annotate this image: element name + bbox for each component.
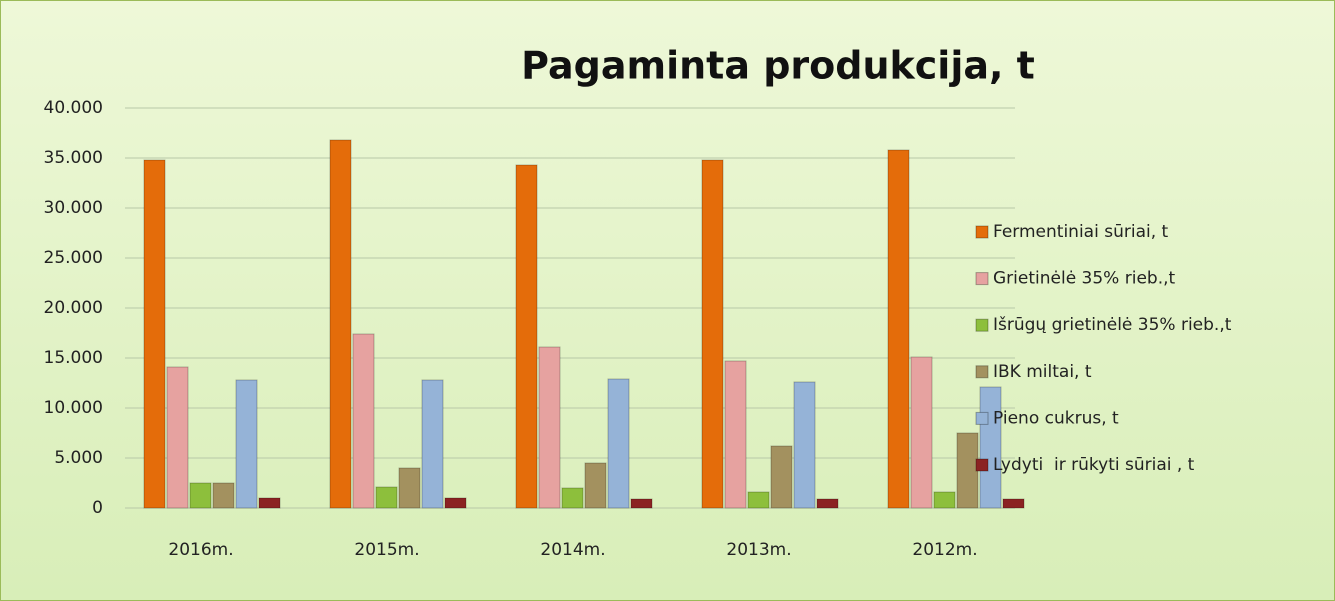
x-tick-label: 2012m.	[912, 540, 977, 560]
legend-label: Išrūgų grietinėlė 35% rieb.,t	[993, 315, 1232, 335]
legend-label: Lydyti ir rūkyti sūriai , t	[993, 455, 1195, 475]
bar	[329, 139, 352, 509]
bar	[816, 498, 839, 509]
bar	[770, 445, 793, 509]
bar	[189, 482, 212, 509]
legend-label: Grietinėlė 35% rieb.,t	[993, 269, 1176, 289]
y-tick-label: 40.000	[44, 98, 103, 118]
bar	[258, 497, 281, 509]
bar	[421, 379, 444, 509]
bar	[979, 386, 1002, 509]
legend-swatch	[975, 225, 989, 239]
y-tick-label: 30.000	[44, 198, 103, 218]
legend-swatch	[975, 458, 989, 472]
bar	[398, 467, 421, 509]
legend-swatch	[975, 411, 989, 425]
bar	[143, 159, 166, 509]
bar	[1002, 498, 1025, 509]
y-tick-label: 15.000	[44, 348, 103, 368]
legend-swatch	[975, 365, 989, 379]
y-tick-label: 0	[92, 498, 103, 518]
bar	[630, 498, 653, 509]
bar	[515, 164, 538, 509]
x-tick-label: 2013m.	[726, 540, 791, 560]
bar	[166, 366, 189, 509]
bar	[375, 486, 398, 509]
x-tick-label: 2015m.	[354, 540, 419, 560]
bar	[933, 491, 956, 509]
bar	[584, 462, 607, 509]
bar	[793, 381, 816, 509]
bar	[747, 491, 770, 509]
y-tick-label: 25.000	[44, 248, 103, 268]
bar	[607, 378, 630, 509]
legend-label: IBK miltai, t	[993, 362, 1092, 382]
x-tick-label: 2014m.	[540, 540, 605, 560]
bar	[235, 379, 258, 509]
y-tick-label: 35.000	[44, 148, 103, 168]
bar	[956, 432, 979, 509]
chart-title: Pagaminta produkcija, t	[521, 44, 1035, 88]
y-tick-label: 20.000	[44, 298, 103, 318]
legend-swatch	[975, 272, 989, 286]
bar	[538, 346, 561, 509]
bar	[887, 149, 910, 509]
x-tick-label: 2016m.	[168, 540, 233, 560]
y-tick-label: 10.000	[44, 398, 103, 418]
bar	[352, 333, 375, 509]
bar	[910, 356, 933, 509]
bar	[701, 159, 724, 509]
legend-label: Fermentiniai sūriai, t	[993, 222, 1169, 242]
bar	[444, 497, 467, 509]
legend-swatch	[975, 318, 989, 332]
y-tick-label: 5.000	[54, 448, 103, 468]
bar	[212, 482, 235, 509]
bar	[724, 360, 747, 509]
bar	[561, 487, 584, 509]
legend-label: Pieno cukrus, t	[993, 408, 1119, 428]
